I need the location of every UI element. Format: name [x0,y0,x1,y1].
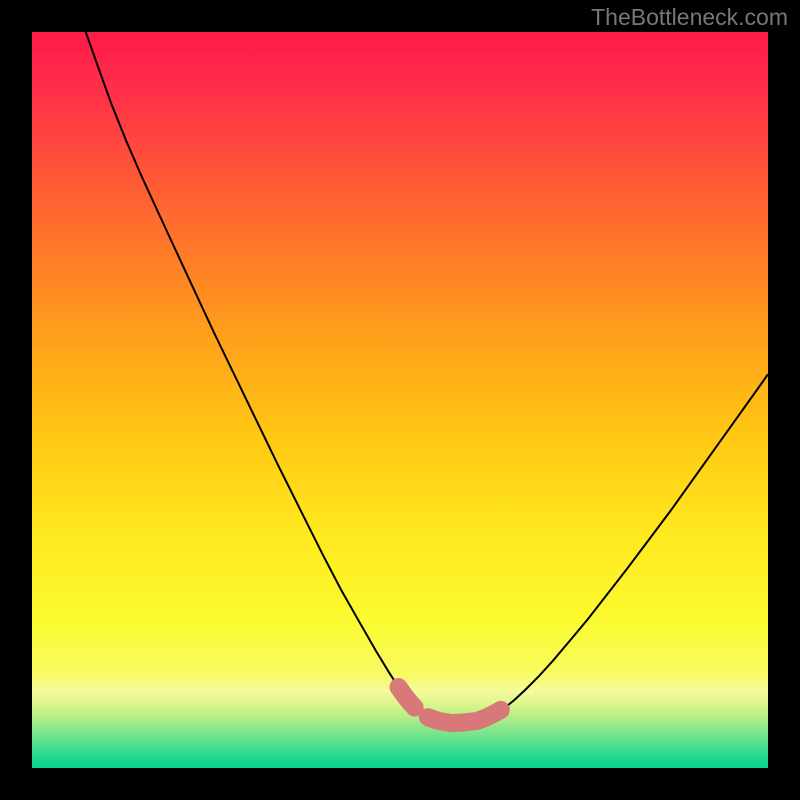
watermark-text: TheBottleneck.com [591,4,788,31]
bottleneck-chart [32,32,768,768]
curve-layer [32,32,768,768]
optimal-band-segment [399,687,415,708]
bottleneck-curve [86,32,768,723]
optimal-band-segment [428,710,501,723]
